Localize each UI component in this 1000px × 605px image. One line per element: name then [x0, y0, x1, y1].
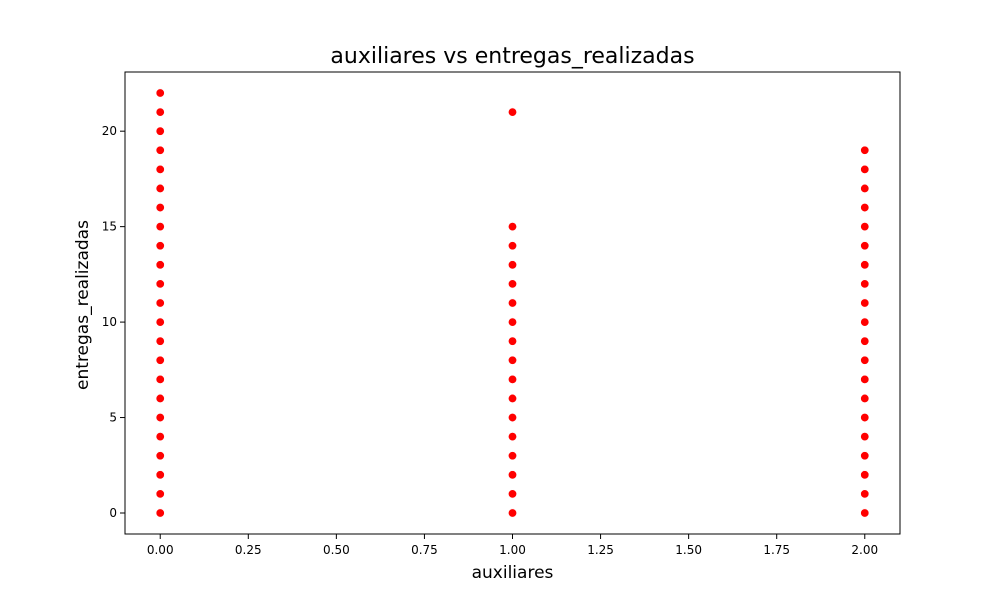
- data-point: [155, 413, 165, 423]
- data-point: [155, 203, 165, 213]
- data-point: [860, 432, 870, 442]
- y-tick-label: 5: [109, 411, 117, 425]
- data-point: [155, 470, 165, 480]
- data-point: [507, 241, 517, 251]
- data-point: [860, 489, 870, 499]
- y-tick-label: 10: [102, 315, 117, 329]
- data-point: [860, 336, 870, 346]
- data-point: [860, 145, 870, 155]
- data-point: [860, 393, 870, 403]
- data-point: [507, 355, 517, 365]
- chart-title: auxiliares vs entregas_realizadas: [330, 44, 694, 69]
- y-tick-label: 20: [102, 124, 117, 138]
- x-tick-label: 1.75: [763, 543, 790, 557]
- data-point: [860, 183, 870, 193]
- data-point: [155, 508, 165, 518]
- data-point: [860, 260, 870, 270]
- data-point: [507, 413, 517, 423]
- data-point: [860, 241, 870, 251]
- data-point: [860, 355, 870, 365]
- data-point: [860, 279, 870, 289]
- data-point: [860, 508, 870, 518]
- data-point: [507, 222, 517, 232]
- data-point: [155, 355, 165, 365]
- data-point: [507, 393, 517, 403]
- x-tick-label: 2.00: [851, 543, 878, 557]
- data-point: [507, 336, 517, 346]
- data-point: [155, 336, 165, 346]
- data-point: [155, 183, 165, 193]
- data-point: [860, 413, 870, 423]
- data-point: [860, 164, 870, 174]
- data-point: [155, 107, 165, 117]
- data-point: [860, 470, 870, 480]
- y-axis-label: entregas_realizadas: [73, 220, 93, 390]
- data-point: [860, 374, 870, 384]
- plot-area: 0.00 0.25 0.50 0.75 1.00 1.25 1.50 1.75 2.00 0 5 10…: [102, 71, 901, 557]
- data-point: [155, 145, 165, 155]
- data-point: [155, 317, 165, 327]
- x-tick-label: 1.00: [499, 543, 526, 557]
- data-point: [155, 451, 165, 461]
- y-tick-label: 15: [102, 220, 117, 234]
- data-point: [155, 260, 165, 270]
- data-point: [507, 279, 517, 289]
- data-point: [507, 451, 517, 461]
- data-point: [155, 489, 165, 499]
- data-point: [155, 222, 165, 232]
- x-tick-label: 0.50: [323, 543, 350, 557]
- data-point: [155, 432, 165, 442]
- x-tick-label: 0.00: [147, 543, 174, 557]
- x-axis-label: auxiliares: [472, 563, 554, 583]
- x-tick-label: 0.75: [411, 543, 438, 557]
- data-point: [860, 203, 870, 213]
- data-point: [860, 222, 870, 232]
- x-tick-label: 1.25: [587, 543, 614, 557]
- data-point: [155, 241, 165, 251]
- data-point: [155, 298, 165, 308]
- x-tick-label: 1.50: [675, 543, 702, 557]
- x-tick-label: 0.25: [235, 543, 262, 557]
- data-point: [155, 279, 165, 289]
- data-point: [507, 489, 517, 499]
- data-point: [155, 164, 165, 174]
- data-point: [507, 107, 517, 117]
- data-point: [507, 317, 517, 327]
- data-point: [507, 470, 517, 480]
- data-point: [507, 374, 517, 384]
- data-point: [155, 393, 165, 403]
- data-point: [860, 298, 870, 308]
- data-point: [507, 508, 517, 518]
- data-point: [155, 88, 165, 98]
- data-point: [507, 260, 517, 270]
- data-point: [155, 126, 165, 136]
- y-tick-label: 0: [109, 506, 117, 520]
- data-point: [155, 374, 165, 384]
- data-point: [507, 432, 517, 442]
- data-point: [860, 317, 870, 327]
- data-point: [507, 298, 517, 308]
- data-point: [860, 451, 870, 461]
